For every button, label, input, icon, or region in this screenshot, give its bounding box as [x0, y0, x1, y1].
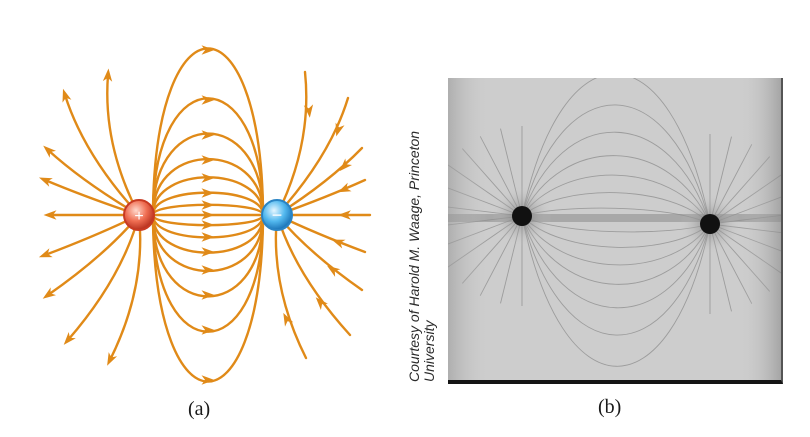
dipole-field-diagram: + − [38, 45, 372, 385]
field-arrow [201, 290, 215, 300]
field-arrow [303, 104, 314, 118]
field-arrows [38, 45, 352, 385]
field-arrow [201, 232, 215, 242]
field-arrow [62, 88, 72, 103]
photo-credit-line2: University [421, 320, 437, 382]
negative-charge-symbol: − [272, 205, 283, 225]
photo-credit-line1: Courtesy of Harold M. Waage, Princeton [406, 130, 422, 382]
field-arrow [201, 375, 215, 385]
field-line [106, 73, 141, 217]
field-arrow [337, 182, 352, 193]
field-arrow [201, 325, 215, 335]
field-arrow [201, 130, 215, 140]
field-arrow [107, 352, 118, 366]
negative-charge: − [261, 199, 293, 231]
field-arrow [327, 265, 341, 277]
left-charge-spot [512, 206, 532, 226]
field-arrow [339, 158, 352, 172]
field-line [275, 70, 308, 217]
field-arrow [315, 297, 328, 310]
photo-credit: Courtesy of Harold M. Waage, Princeton U… [406, 130, 437, 382]
field-arrow [201, 188, 215, 198]
field-arrow [43, 210, 57, 220]
field-arrow [201, 95, 215, 105]
field-arrow [337, 210, 351, 220]
field-arrow [38, 248, 53, 258]
field-line [66, 213, 141, 342]
field-arrow [201, 265, 215, 275]
field-line [63, 93, 141, 217]
field-line [108, 213, 142, 362]
field-arrow [201, 155, 215, 165]
field-arrow [42, 287, 56, 299]
field-arrow [63, 332, 76, 345]
field-arrow [201, 200, 215, 210]
positive-charge-symbol: + [134, 208, 143, 225]
field-arrow [331, 239, 346, 249]
field-arrow [201, 45, 215, 55]
iron-filings-photo [432, 73, 800, 384]
field-line [275, 213, 364, 292]
iron-filings-image [432, 73, 800, 380]
field-line [274, 213, 308, 360]
panel-label-b: (b) [598, 396, 622, 418]
field-arrow [43, 145, 56, 158]
field-arrow [201, 210, 215, 220]
positive-charge: + [123, 199, 155, 231]
field-arrow [39, 177, 53, 187]
field-arrow [201, 247, 215, 257]
field-arrow [335, 122, 345, 137]
field-arrow [201, 220, 215, 230]
field-arrow [283, 312, 294, 327]
field-arrow [102, 68, 113, 82]
right-charge-spot [700, 214, 720, 234]
panel-label-a: (a) [188, 398, 211, 420]
field-arrow [201, 173, 215, 183]
field-line [275, 96, 350, 217]
